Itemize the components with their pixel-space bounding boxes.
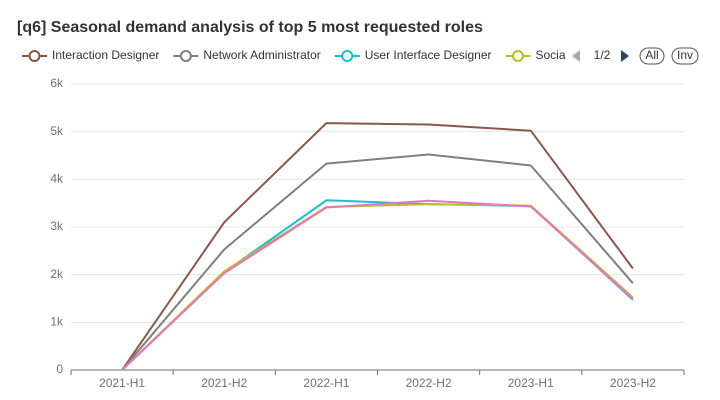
legend-prev[interactable]: [572, 50, 580, 62]
legend-item[interactable]: Social: [505, 48, 569, 62]
legend-all[interactable]: All: [645, 48, 658, 62]
legend-item[interactable]: User Interface Designer: [334, 48, 492, 62]
x-tick-label: 2021-H1: [99, 376, 145, 390]
series-line: [121, 199, 634, 371]
x-tick-label: 2022-H2: [406, 376, 452, 390]
y-tick-label: 0: [56, 362, 63, 376]
legend-icon-dot: [179, 50, 192, 62]
x-tick-label: 2023-H2: [610, 376, 656, 390]
y-tick-label: 3k: [50, 219, 64, 233]
legend-label: Network Administrator: [203, 48, 320, 62]
legend-label: Social: [536, 48, 569, 62]
legend-label: User Interface Designer: [365, 48, 492, 62]
legend-icon-dot: [512, 50, 524, 62]
y-tick-label: 1k: [50, 315, 64, 329]
legend-item[interactable]: Network Administrator: [173, 48, 321, 62]
series-line: [121, 122, 634, 371]
y-tick-label: 2k: [50, 267, 64, 281]
series-line: [121, 199, 634, 371]
legend-all-button[interactable]: [639, 47, 665, 65]
x-tick-label: 2021-H2: [201, 376, 247, 390]
legend-inverse-button[interactable]: [671, 47, 699, 65]
legend-page: 1/2: [594, 48, 611, 62]
x-tick-label: 2022-H1: [303, 376, 349, 390]
legend-label: Interaction Designer: [52, 48, 159, 62]
chart-title: [q6] Seasonal demand analysis of top 5 m…: [17, 19, 483, 36]
legend-icon-dot: [28, 50, 41, 62]
x-tick-label: 2023-H1: [508, 376, 554, 390]
legend-inverse[interactable]: Inv: [677, 48, 693, 62]
legend: Interaction Designer Network Administrato…: [22, 48, 569, 62]
legend-icon-dot: [341, 50, 354, 62]
y-tick-label: 6k: [50, 76, 64, 90]
y-tick-label: 4k: [50, 172, 64, 186]
y-tick-label: 5k: [50, 124, 64, 138]
legend-item[interactable]: Interaction Designer: [22, 48, 159, 62]
series-line: [121, 153, 634, 371]
legend-next[interactable]: [621, 50, 629, 62]
